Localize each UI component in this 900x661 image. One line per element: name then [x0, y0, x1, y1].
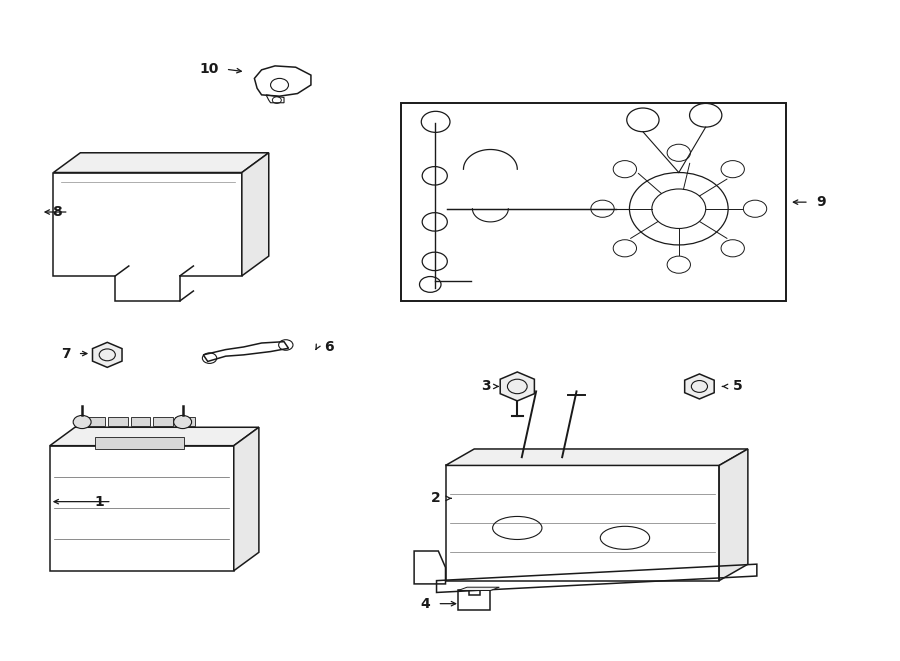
- Circle shape: [174, 415, 192, 428]
- Bar: [400, 103, 787, 301]
- Polygon shape: [458, 587, 500, 590]
- Bar: [176, 417, 195, 426]
- Text: 9: 9: [816, 195, 825, 209]
- Text: 5: 5: [733, 379, 742, 393]
- Polygon shape: [93, 342, 122, 368]
- Text: 4: 4: [420, 597, 430, 611]
- Bar: [446, 465, 719, 580]
- Text: 10: 10: [199, 62, 219, 76]
- Polygon shape: [446, 449, 748, 465]
- Polygon shape: [500, 372, 535, 401]
- Text: 8: 8: [52, 205, 61, 219]
- Polygon shape: [242, 153, 269, 276]
- Text: 3: 3: [481, 379, 491, 393]
- Bar: [153, 417, 173, 426]
- Bar: [130, 417, 150, 426]
- Text: 7: 7: [61, 346, 70, 360]
- Bar: [86, 417, 105, 426]
- Bar: [50, 446, 234, 570]
- Polygon shape: [53, 153, 269, 173]
- Text: 1: 1: [94, 494, 104, 508]
- Polygon shape: [719, 449, 748, 580]
- Bar: [94, 437, 184, 449]
- Bar: [108, 417, 128, 426]
- Polygon shape: [50, 427, 259, 446]
- Polygon shape: [685, 374, 715, 399]
- Text: 2: 2: [431, 491, 441, 506]
- Text: 6: 6: [324, 340, 334, 354]
- Polygon shape: [234, 427, 259, 570]
- Circle shape: [73, 415, 91, 428]
